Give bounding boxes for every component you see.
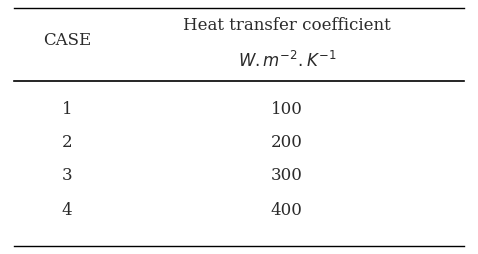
Text: 200: 200 (271, 134, 303, 151)
Text: 3: 3 (62, 167, 72, 184)
Text: 4: 4 (62, 202, 72, 219)
Text: Heat transfer coefficient: Heat transfer coefficient (183, 17, 391, 34)
Text: 300: 300 (271, 167, 303, 184)
Text: CASE: CASE (43, 32, 91, 49)
Text: 1: 1 (62, 101, 72, 118)
Text: 2: 2 (62, 134, 72, 151)
Text: $W.m^{-2}.K^{-1}$: $W.m^{-2}.K^{-1}$ (238, 51, 336, 71)
Text: 100: 100 (271, 101, 303, 118)
Text: 400: 400 (271, 202, 303, 219)
